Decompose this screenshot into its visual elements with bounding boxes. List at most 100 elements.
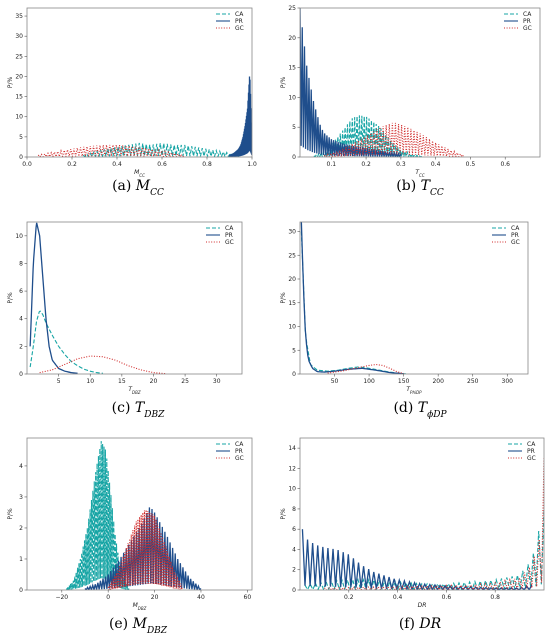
series-e-ca [65, 441, 130, 590]
y-tick-label-f: 0 [292, 587, 296, 594]
x-tick-label-c: 15 [118, 378, 126, 385]
axes-frame-b [299, 7, 541, 158]
legend-label-ca: CA [235, 11, 244, 18]
plot-area-b [300, 8, 464, 157]
y-tick-label-b: 15 [288, 65, 296, 72]
y-tick-label-e: 1 [19, 556, 23, 563]
x-axis-label-c: TDBZ [128, 386, 140, 395]
plot-area-f [301, 458, 544, 590]
series-c-pr [29, 222, 78, 374]
y-tick-label-b: 5 [292, 124, 296, 131]
series-a-ca [82, 142, 242, 157]
x-tick-label-d: 100 [363, 378, 375, 385]
x-tick-label-e: 60 [244, 594, 252, 601]
x-tick-label-a: 0.4 [112, 161, 122, 168]
y-tick-label-d: 20 [288, 276, 296, 283]
y-tick-label-e: 4 [19, 463, 23, 470]
y-tick-label-e: 0 [19, 587, 23, 594]
y-tick-label-a: 0 [19, 154, 23, 161]
x-tick-label-f: 0.4 [393, 594, 403, 601]
y-axis-label-c: P/% [7, 292, 14, 304]
x-tick-label-e: 0 [106, 594, 110, 601]
x-axis-label-a: MCC [134, 169, 145, 178]
y-tick-label-a: 30 [15, 33, 23, 40]
y-axis-label-e: P/% [7, 508, 14, 520]
x-tick-label-c: 20 [150, 378, 158, 385]
x-tick-label-a: 0.0 [22, 161, 32, 168]
series-d-pr [300, 222, 404, 374]
caption-b: (b) TCC [396, 178, 444, 198]
legend-label-ca: CA [523, 11, 532, 18]
y-tick-label-c: 4 [19, 316, 23, 323]
x-axis-label-b: TCC [415, 169, 424, 178]
caption-c: (c) TDBZ [112, 400, 165, 420]
y-tick-label-f: 6 [292, 526, 296, 533]
x-tick-label-c: 25 [181, 378, 189, 385]
x-tick-label-d: 300 [502, 378, 514, 385]
y-tick-label-f: 2 [292, 567, 296, 574]
panel-b: 0.1 0.2 0.3 0.4 0.5 0.6 0 5 10 15 20 25 P/% TCC CAPRGC… [280, 5, 541, 198]
axes-frame-d [299, 221, 529, 375]
x-tick-label-f: 0.8 [490, 594, 500, 601]
legend-label-pr: PR [527, 448, 535, 455]
x-tick-label-d: 200 [432, 378, 444, 385]
x-tick-label-a: 0.6 [157, 161, 167, 168]
axes-frame-e [26, 437, 253, 591]
x-tick-label-f: 0.6 [442, 594, 452, 601]
y-axis-label-f: P/% [280, 508, 287, 520]
x-tick-label-b: 0.2 [361, 161, 371, 168]
legend-label-pr: PR [523, 18, 531, 25]
y-tick-label-f: 8 [292, 506, 296, 513]
y-axis-label-a: P/% [7, 77, 14, 89]
legend-label-gc: GC [527, 455, 536, 462]
y-tick-label-f: 4 [292, 546, 296, 553]
y-tick-label-d: 0 [292, 371, 296, 378]
series-d-ca [300, 231, 408, 374]
y-tick-label-d: 5 [292, 347, 296, 354]
axes-frame-a [26, 7, 253, 158]
x-tick-label-c: 30 [213, 378, 221, 385]
series-c-gc [39, 355, 167, 374]
legend-label-pr: PR [235, 448, 243, 455]
axes-frame-f [299, 437, 545, 591]
x-tick-label-f: 0.2 [344, 594, 354, 601]
x-tick-label-d: 150 [398, 378, 410, 385]
y-tick-label-c: 8 [19, 260, 23, 267]
y-tick-label-c: 2 [19, 343, 23, 350]
x-tick-label-d: 50 [331, 378, 339, 385]
legend-label-gc: GC [511, 239, 520, 246]
legend-label-gc: GC [225, 239, 234, 246]
series-b-pr [300, 8, 402, 157]
legend-label-pr: PR [511, 232, 519, 239]
y-tick-label-d: 15 [288, 300, 296, 307]
plot-area-a [37, 76, 252, 157]
legend-label-ca: CA [511, 225, 520, 232]
y-tick-label-d: 30 [288, 229, 296, 236]
x-axis-label-d: TPhiDP [406, 386, 422, 395]
y-tick-label-d: 25 [288, 252, 296, 259]
x-tick-label-c: 10 [86, 378, 94, 385]
x-tick-label-c: 5 [57, 378, 61, 385]
legend-label-ca: CA [225, 225, 234, 232]
panel-a: 0.0 0.2 0.4 0.6 0.8 1.0 0 5 10 15 20 25 30 35 P/% MCC CA… [7, 7, 257, 198]
y-tick-label-c: 10 [15, 233, 23, 240]
y-tick-label-a: 25 [15, 53, 23, 60]
x-tick-label-b: 0.4 [431, 161, 441, 168]
x-axis-label-f: DR [418, 602, 427, 609]
legend-label-pr: PR [235, 18, 243, 25]
legend-label-gc: GC [235, 25, 244, 32]
y-tick-label-b: 10 [288, 94, 296, 101]
caption-e: (e) MDBZ [109, 616, 168, 636]
series-c-ca [29, 310, 103, 374]
y-tick-label-e: 3 [19, 494, 23, 501]
caption-f: (f) DR [399, 616, 442, 632]
series-a-pr [228, 76, 252, 157]
x-tick-label-d: 250 [467, 378, 479, 385]
